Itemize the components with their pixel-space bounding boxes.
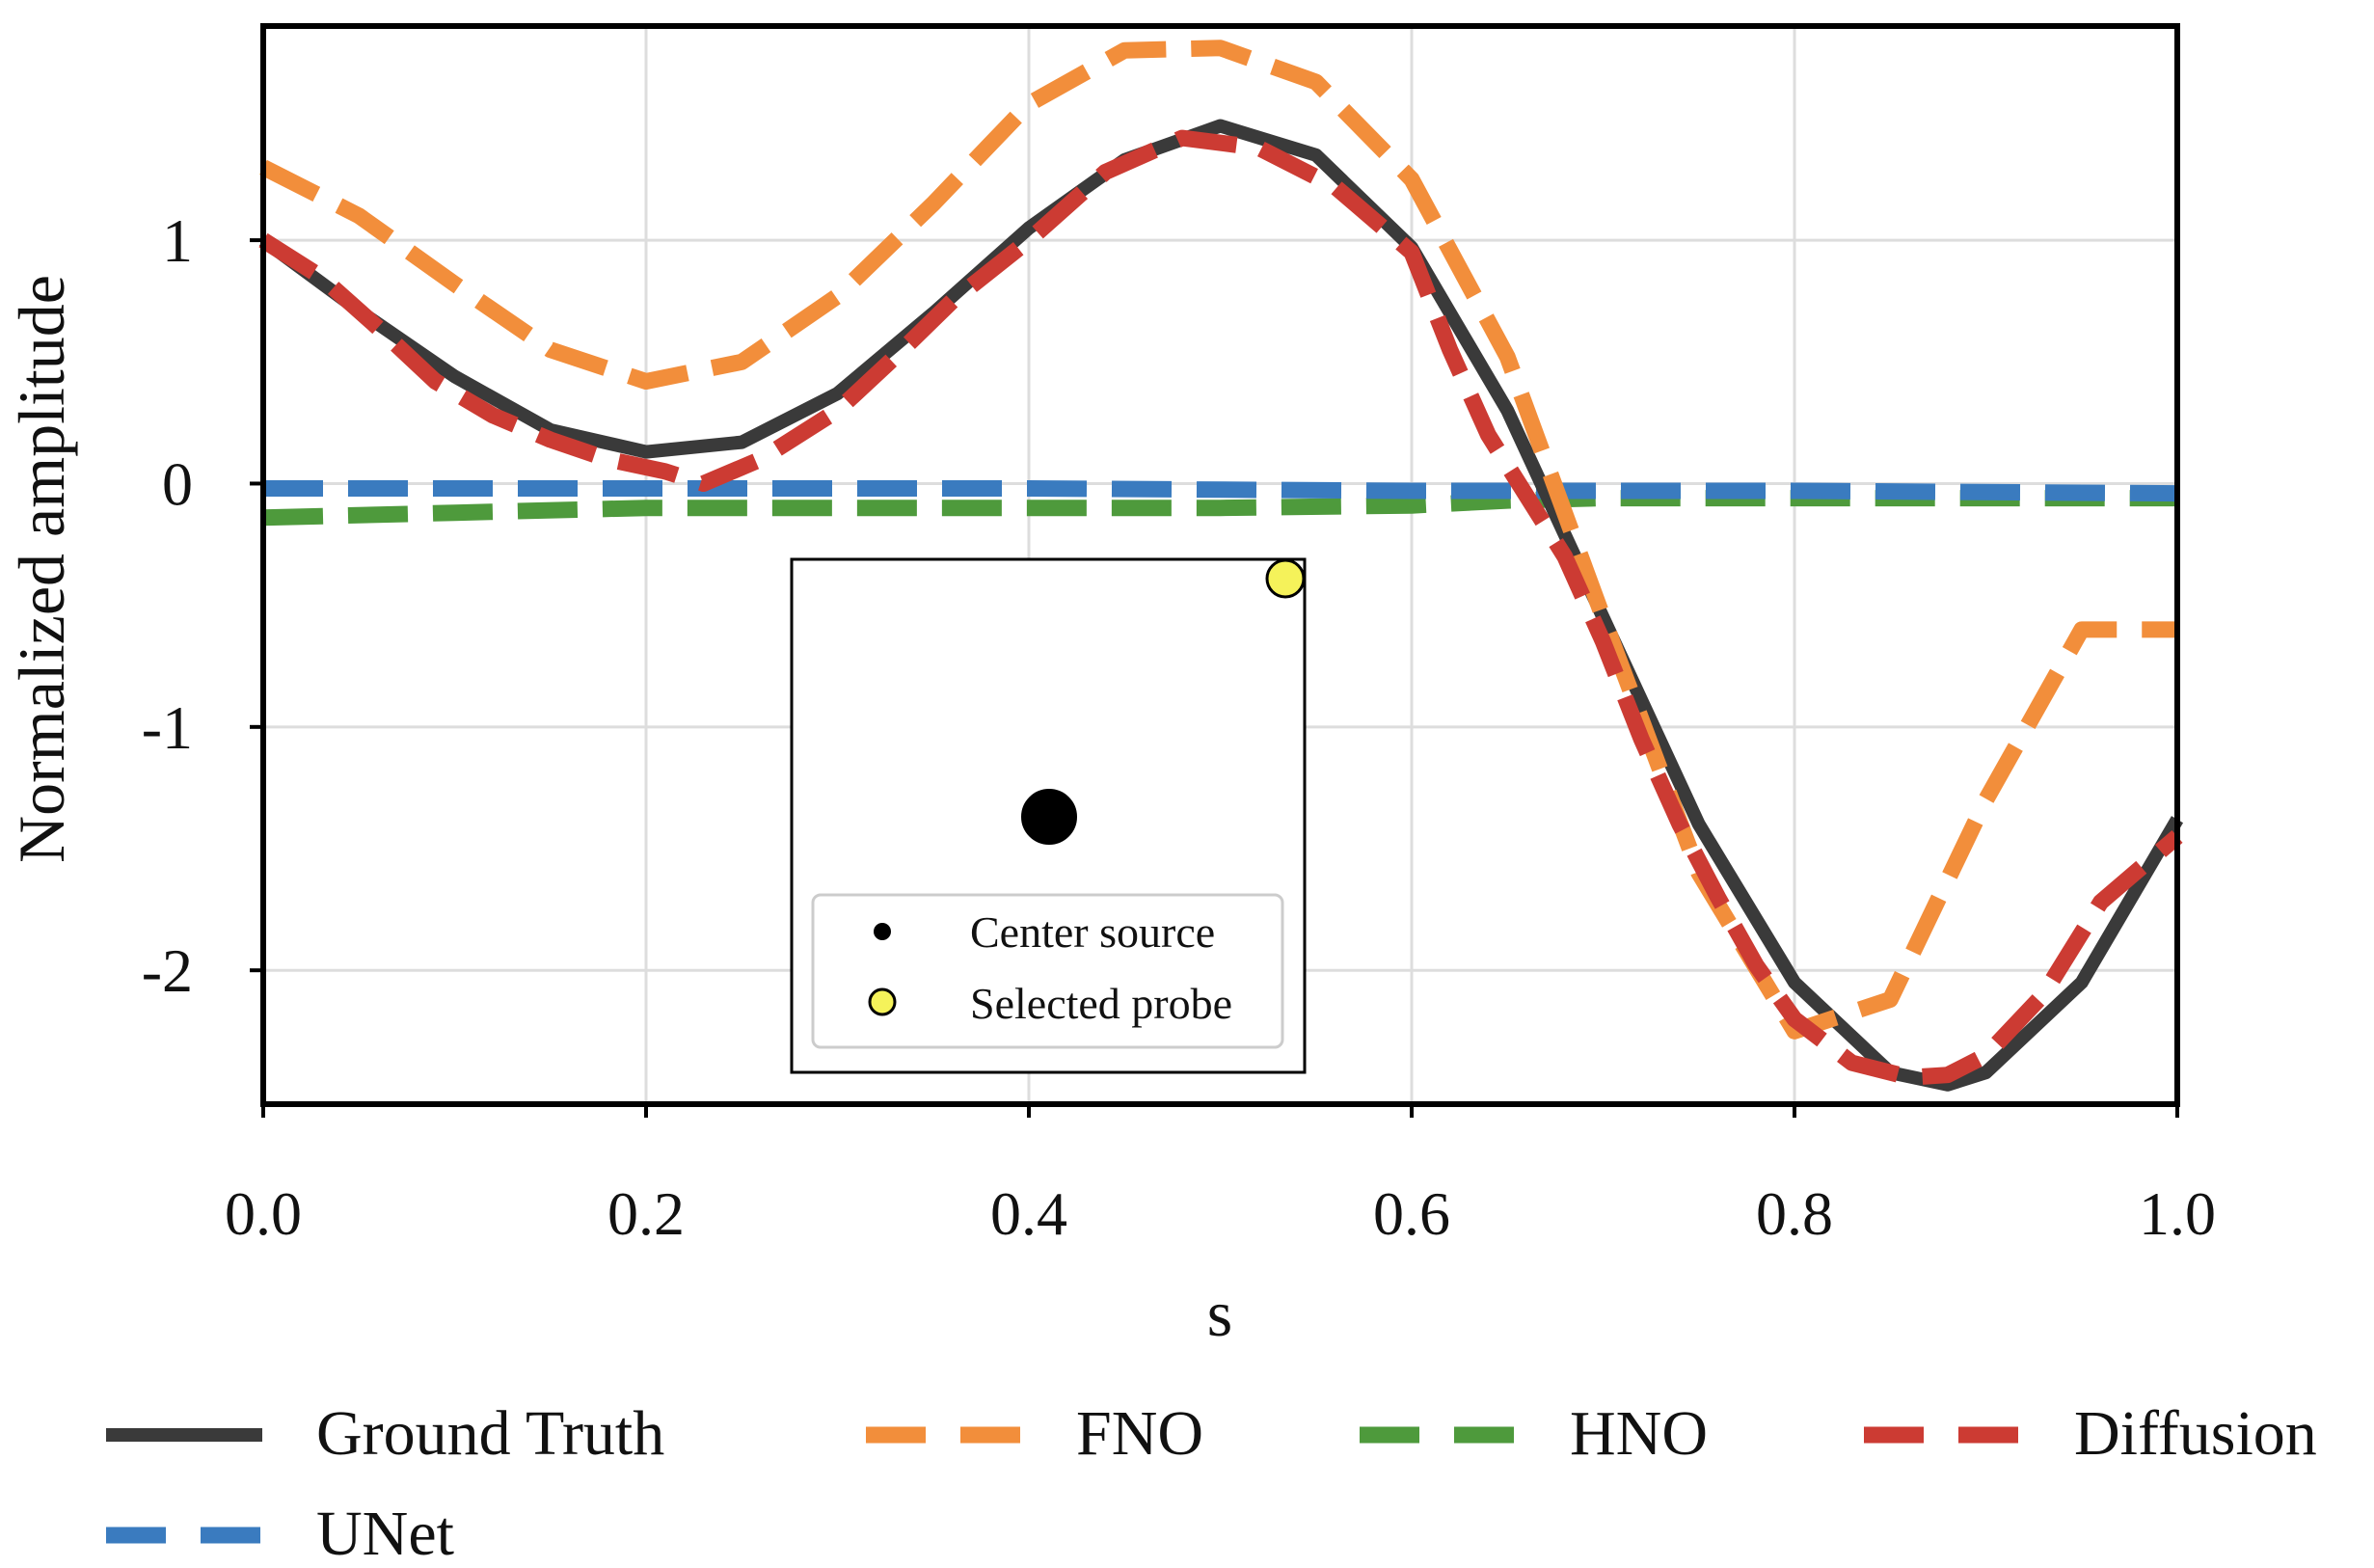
series-line-diffusion <box>258 129 2183 1086</box>
legend-label-diffusion: Diffusion <box>2074 1398 2317 1469</box>
inset-legend-center-marker <box>874 923 891 940</box>
x-axis-ticks: 0.0 0.2 0.4 0.6 0.8 1.0 <box>225 1104 2216 1248</box>
legend-label-fno: FNO <box>1076 1398 1203 1469</box>
series-line-hno <box>262 490 2177 527</box>
legend-label-ground-truth: Ground Truth <box>316 1398 664 1469</box>
series-line-fno <box>259 40 2177 1040</box>
inset-selected-probe-marker <box>1265 558 1306 599</box>
inset-panel: Center source Selected probe <box>790 557 1307 1074</box>
x-tick-label: 0.6 <box>1373 1179 1450 1248</box>
legend-label-unet: UNet <box>316 1499 454 1568</box>
series-layer <box>258 40 2184 1092</box>
y-tick-label: -1 <box>142 693 193 762</box>
x-tick-label: 0.4 <box>990 1179 1067 1248</box>
x-tick-label: 0.8 <box>1756 1179 1833 1248</box>
y-tick-label: 1 <box>162 206 193 275</box>
x-axis-title: s <box>1207 1277 1232 1350</box>
inset-legend-probe-marker <box>868 987 897 1016</box>
series-line-ground-truth <box>258 119 2184 1092</box>
x-tick-label: 0.2 <box>607 1179 685 1248</box>
series-line-unet <box>263 480 2178 502</box>
y-axis-title: Normalized amplitude <box>5 275 78 863</box>
legend-label-hno: HNO <box>1570 1398 1708 1469</box>
y-tick-label: 0 <box>162 449 193 518</box>
x-tick-label: 1.0 <box>2139 1179 2216 1248</box>
legend: Ground Truth FNO HNO Diffusion UNet <box>106 1398 2317 1568</box>
x-tick-label: 0.0 <box>225 1179 302 1248</box>
inset-legend-center-label: Center source <box>970 907 1215 957</box>
inset-legend-box <box>811 893 1284 1049</box>
y-tick-label: -2 <box>142 936 193 1005</box>
y-axis-ticks: 1 0 -1 -2 <box>142 206 263 1005</box>
inset-legend-probe-label: Selected probe <box>970 979 1232 1028</box>
inset-center-source-marker <box>1021 789 1077 845</box>
plot-frame <box>260 23 2180 1107</box>
